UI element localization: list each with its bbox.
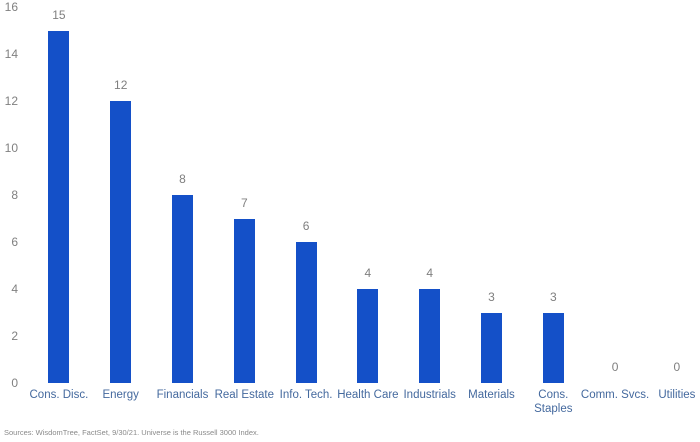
category-label: Real Estate [209,388,279,402]
bar-value-label: 15 [52,7,66,22]
bar-value-label: 0 [673,360,681,374]
category-label-line: Health Care [337,389,399,401]
bar-column: 8 Financials [152,0,214,442]
bar-column: 3 Materials [461,0,523,442]
y-tick-label: 0 [11,376,18,390]
bar-value-label: 3 [488,289,495,304]
bar-column: 4 Industrials [399,0,461,442]
y-tick-label: 2 [11,329,18,343]
y-tick-label: 14 [4,47,18,61]
bar-column: 7 Real Estate [213,0,275,442]
category-label-line: Energy [102,389,139,401]
bar-column: 0 Utilities [646,0,700,442]
bar-value-label: 6 [302,219,310,233]
category-label: Cons. Disc. [24,388,94,402]
category-label: Health Care [333,388,403,402]
source-note: Sources: WisdomTree, FactSet, 9/30/21. U… [4,428,259,437]
bar [542,312,564,383]
bar-value-label: 3 [549,289,557,304]
bar-column: 15 Cons. Disc. [28,0,90,442]
bar [480,312,502,383]
category-label-line: Materials [468,389,515,401]
y-axis: 0 2 4 6 8 10 12 14 16 [0,0,20,390]
y-tick-label: 8 [11,188,18,202]
y-tick-label: 4 [11,282,18,296]
bar-column: 12 Energy [90,0,152,442]
category-label-line: Financials [156,389,209,401]
category-label-line: Info. Tech. [279,389,333,401]
category-label: Industrials [395,388,465,402]
category-label: Materials [457,388,527,402]
y-tick-label: 16 [4,0,18,14]
bar-value-label: 0 [611,360,619,374]
bar-column: 6 Info. Tech. [275,0,337,442]
category-label: Financials [148,388,218,402]
y-tick-label: 6 [11,235,18,249]
bar [357,289,379,383]
bar-value-label: 7 [240,195,248,210]
bar [233,218,255,383]
bar-value-label: 4 [364,266,372,280]
bar [110,101,132,383]
category-label: Utilities [642,388,700,402]
category-label-line: Cons. Disc. [29,389,89,401]
bar [295,242,317,383]
category-label-line: Utilities [658,389,696,401]
category-label-line: Comm. Svcs. [580,389,650,401]
category-label: Info. Tech. [271,388,341,402]
category-label-line: Cons. [538,389,569,401]
bar-column: 0 Comm. Svcs. [581,0,649,442]
y-tick-label: 10 [4,141,18,155]
bar-value-label: 4 [426,266,434,280]
category-label: Cons. Staples [518,388,588,416]
bar [419,289,441,383]
category-label-line: Real Estate [214,389,275,401]
category-label: Energy [86,388,156,402]
bar-column: 4 Health Care [337,0,399,442]
bar-value-label: 8 [179,172,186,186]
category-label-line: Industrials [403,389,456,401]
bar-value-label: 12 [114,78,128,92]
category-label: Comm. Svcs. [580,388,650,402]
y-tick-label: 12 [4,94,18,108]
bar [171,195,193,383]
bar-column: 3 Cons. Staples [522,0,584,442]
bar [48,30,70,383]
category-label-line: Staples [534,403,573,415]
